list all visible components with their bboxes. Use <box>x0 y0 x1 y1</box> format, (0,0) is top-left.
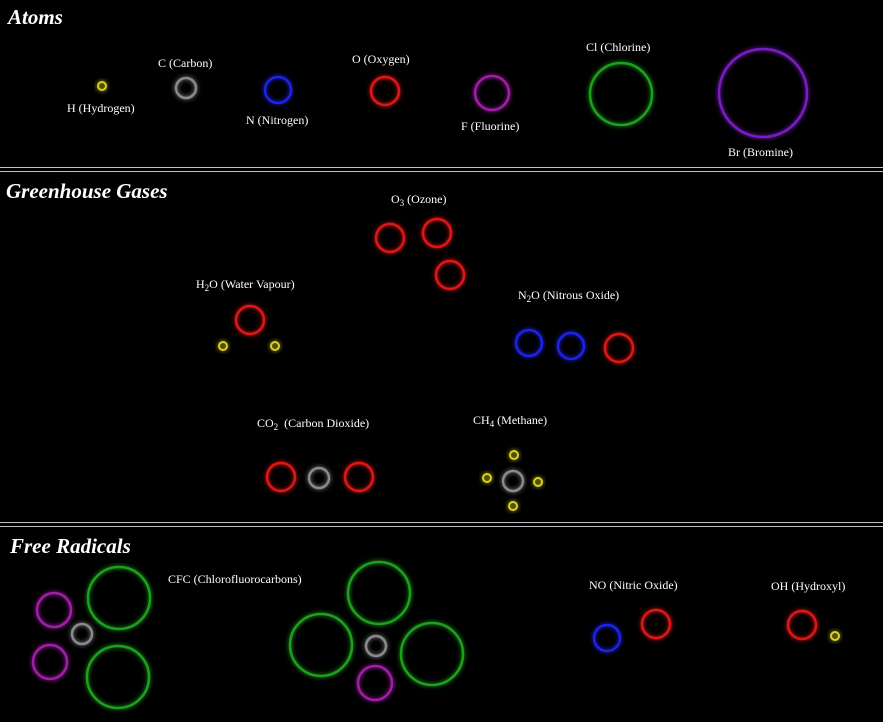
label-bromine: Br (Bromine) <box>728 145 793 159</box>
nitrous-oxide-n-atom <box>556 331 586 361</box>
label-nitrous-oxide: N2O (Nitrous Oxide) <box>518 288 620 304</box>
water-vapour-h-atom <box>270 341 280 351</box>
atom-nitrogen-n-atom <box>263 75 293 105</box>
section-title-free-radicals: Free Radicals <box>10 534 131 558</box>
carbon-dioxide-c-atom <box>307 466 331 490</box>
label-nitric-oxide: NO (Nitric Oxide) <box>589 578 678 592</box>
label-nitrogen: N (Nitrogen) <box>246 113 309 127</box>
cfc-molecule-c-atom <box>70 622 94 646</box>
label-ozone: O3 (Ozone) <box>391 192 447 208</box>
cfc-molecule-cl-atom <box>346 560 412 626</box>
cfc-molecule-cl-atom <box>86 565 152 631</box>
cfc-molecule-cl-atom <box>85 644 151 710</box>
label-carbon: C (Carbon) <box>158 56 213 70</box>
methane-h-atom <box>533 477 543 487</box>
section-title-atoms: Atoms <box>8 5 63 29</box>
cfc-molecule-f-atom <box>31 643 69 681</box>
nitrous-oxide-n-atom <box>514 328 544 358</box>
label-hydroxyl: OH (Hydroxyl) <box>771 579 846 593</box>
ozone-o-atom <box>421 217 453 249</box>
cfc-molecule-f-atom <box>35 591 73 629</box>
carbon-dioxide-o-atom <box>265 461 297 493</box>
cfc-molecule-c-atom <box>364 634 388 658</box>
ozone-o-atom <box>434 259 466 291</box>
atom-chlorine-cl-atom <box>588 61 654 127</box>
ozone-o-atom <box>374 222 406 254</box>
atom-fluorine-f-atom <box>473 74 511 112</box>
label-fluorine: F (Fluorine) <box>461 119 520 133</box>
label-oxygen: O (Oxygen) <box>352 52 410 66</box>
label-chlorine: Cl (Chlorine) <box>586 40 651 54</box>
label-cfc: CFC (Chlorofluorocarbons) <box>168 572 302 586</box>
methane-h-atom <box>482 473 492 483</box>
label-water-vapour: H2O (Water Vapour) <box>196 277 295 293</box>
section-divider <box>0 167 883 172</box>
label-carbon-dioxide: CO2 (Carbon Dioxide) <box>257 416 370 432</box>
atom-carbon-c-atom <box>174 76 198 100</box>
hydroxyl-h-atom <box>830 631 840 641</box>
methane-h-atom <box>508 501 518 511</box>
nitric-oxide-n-atom <box>592 623 622 653</box>
cfc-molecule-cl-atom <box>288 612 354 678</box>
cfc-molecule-f-atom <box>356 664 394 702</box>
water-vapour-h-atom <box>218 341 228 351</box>
section-title-greenhouse-gases: Greenhouse Gases <box>6 179 168 203</box>
water-vapour-o-atom <box>234 304 266 336</box>
atom-hydrogen-h-atom <box>97 81 107 91</box>
label-methane: CH4 (Methane) <box>473 413 548 429</box>
cfc-molecule-cl-atom <box>399 621 465 687</box>
section-divider <box>0 522 883 527</box>
carbon-dioxide-o-atom <box>343 461 375 493</box>
atom-bromine-br-atom <box>717 47 809 139</box>
nitric-oxide-o-atom <box>640 608 672 640</box>
hydroxyl-o-atom <box>786 609 818 641</box>
methane-c-atom <box>501 469 525 493</box>
atom-oxygen-o-atom <box>369 75 401 107</box>
nitrous-oxide-o-atom <box>603 332 635 364</box>
methane-h-atom <box>509 450 519 460</box>
label-hydrogen: H (Hydrogen) <box>67 101 135 115</box>
